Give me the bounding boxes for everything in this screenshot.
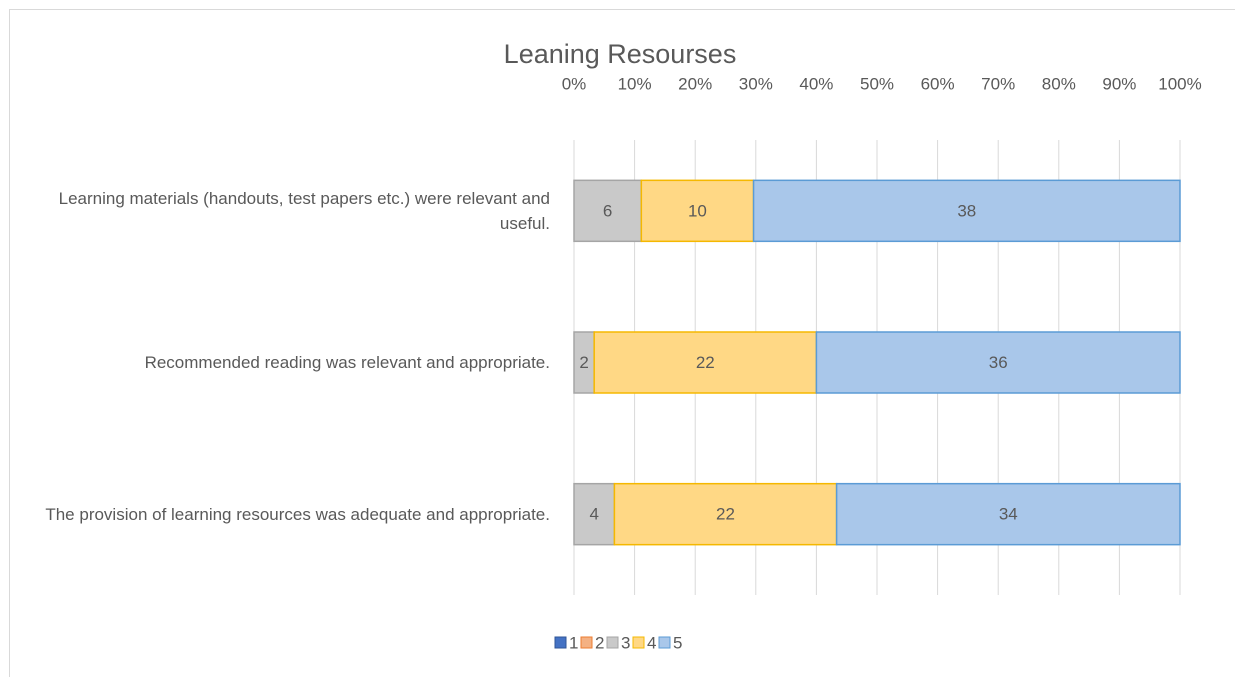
data-label: 22	[716, 505, 735, 524]
y-tick-label: Recommended reading was relevant and app…	[144, 353, 550, 372]
data-label: 10	[688, 201, 707, 220]
legend-swatch	[606, 636, 619, 649]
data-label: 38	[957, 201, 976, 220]
legend-swatch	[554, 636, 567, 649]
legend-label: 2	[595, 633, 604, 652]
chart-frame	[9, 9, 1235, 677]
bar-segment	[593, 331, 818, 394]
y-tick-label: Learning materials (handouts, test paper…	[58, 188, 550, 233]
data-label: 22	[696, 353, 715, 372]
bar-segment	[573, 482, 616, 546]
data-label: 4	[589, 505, 598, 524]
x-tick-label: 60%	[921, 74, 955, 93]
bar-segment	[815, 331, 1181, 394]
x-tick-label: 0%	[562, 74, 587, 93]
legend-label: 3	[621, 633, 630, 652]
x-tick-label: 100%	[1158, 74, 1201, 93]
x-tick-label: 40%	[799, 74, 833, 93]
legend-label: 5	[673, 633, 682, 652]
bar-segment	[752, 179, 1181, 243]
data-label: 6	[603, 201, 612, 220]
bar-segment	[640, 179, 755, 243]
chart-title: Leaning Resourses	[504, 39, 737, 69]
legend-label: 1	[569, 633, 578, 652]
data-label: 36	[989, 353, 1008, 372]
legend-swatch	[632, 636, 645, 649]
x-tick-label: 20%	[678, 74, 712, 93]
data-label: 2	[579, 353, 588, 372]
x-tick-label: 50%	[860, 74, 894, 93]
x-tick-label: 30%	[739, 74, 773, 93]
bar-segment	[613, 482, 838, 546]
x-tick-label: 90%	[1102, 74, 1136, 93]
legend-swatch	[580, 636, 593, 649]
bar-segment	[573, 179, 643, 243]
legend-swatch	[658, 636, 671, 649]
data-label: 34	[999, 505, 1018, 524]
legend-label: 4	[647, 633, 656, 652]
x-tick-label: 70%	[981, 74, 1015, 93]
y-tick-label: The provision of learning resources was …	[45, 504, 550, 524]
x-tick-label: 10%	[618, 74, 652, 93]
bar-segment	[835, 482, 1181, 546]
x-tick-label: 80%	[1042, 74, 1076, 93]
